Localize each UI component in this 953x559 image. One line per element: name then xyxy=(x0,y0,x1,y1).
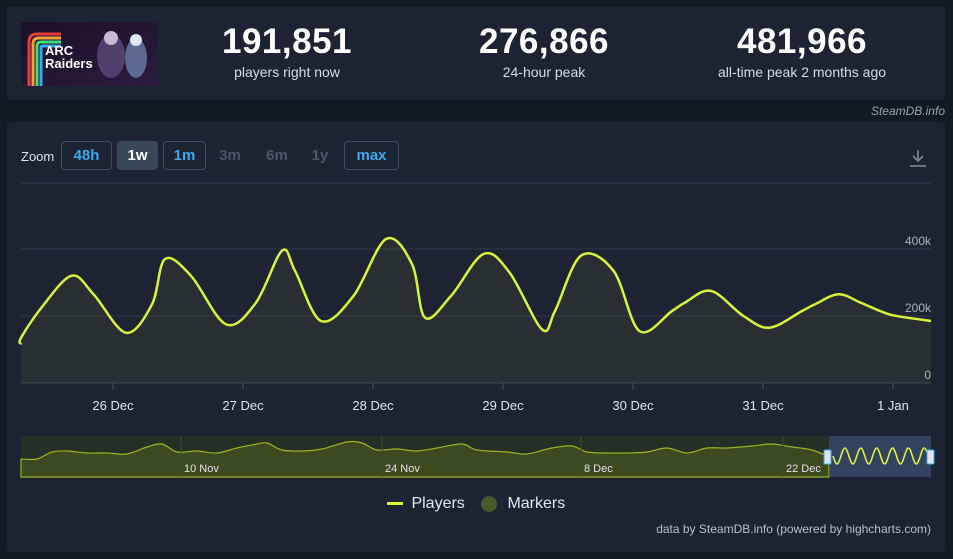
all-time-peak-value: 481,966 xyxy=(736,22,868,61)
x-tick-label: 1 Jan xyxy=(877,398,909,413)
zoom-1m-button[interactable]: 1m xyxy=(163,141,206,170)
navigator-right-handle[interactable] xyxy=(926,449,935,465)
x-tick-label: 26 Dec xyxy=(92,398,134,413)
navigator-tick-label: 10 Nov xyxy=(184,463,219,475)
y-tick-label: 200k xyxy=(905,301,932,315)
peak-24h-label: 24-hour peak xyxy=(502,64,586,80)
navigator-tick-label: 24 Nov xyxy=(385,463,420,475)
navigator-area xyxy=(20,440,830,478)
zoom-3m-button[interactable]: 3m xyxy=(219,147,241,164)
current-players-stat: 191,851 players right now xyxy=(167,22,407,80)
stats-panel: ARC Raiders 191,851 players right now 27… xyxy=(7,7,945,100)
players-line[interactable] xyxy=(18,236,932,346)
legend-players[interactable]: Players xyxy=(387,495,465,513)
zoom-6m-button[interactable]: 6m xyxy=(266,147,288,164)
peak-24h-value: 276,866 xyxy=(478,22,610,61)
navigator-left-handle[interactable] xyxy=(823,449,832,465)
game-logo-art xyxy=(21,22,158,86)
main-grid xyxy=(21,182,931,384)
x-tick-label: 31 Dec xyxy=(742,398,784,413)
navigator-tick-label: 8 Dec xyxy=(584,463,613,475)
x-tick-label: 27 Dec xyxy=(222,398,264,413)
players-area xyxy=(19,237,931,383)
current-players-label: players right now xyxy=(234,64,340,80)
x-tick-label: 29 Dec xyxy=(482,398,524,413)
legend-markers-label: Markers xyxy=(507,495,566,512)
line-marker-icon xyxy=(387,502,403,506)
zoom-max-button[interactable]: max xyxy=(344,141,399,170)
peak-24h-stat: 276,866 24-hour peak xyxy=(424,22,664,80)
zoom-1w-button[interactable]: 1w xyxy=(117,141,158,170)
zoom-1y-button[interactable]: 1y xyxy=(311,147,329,164)
circle-marker-icon xyxy=(481,495,497,512)
x-tick-label: 30 Dec xyxy=(612,398,654,413)
zoom-48h-button[interactable]: 48h xyxy=(61,141,112,170)
y-tick-label: 400k xyxy=(905,234,932,248)
legend-markers[interactable]: Markers xyxy=(481,495,565,513)
game-logo[interactable]: ARC Raiders xyxy=(21,22,158,86)
navigator-tick-label: 22 Dec xyxy=(786,463,821,475)
main-chart[interactable]: 0 200k 400k 26 Dec 27 Dec 28 Dec 29 Dec 30 Dec… xyxy=(7,172,945,417)
navigator-selected-line xyxy=(832,447,930,465)
x-tick-label: 28 Dec xyxy=(352,398,394,413)
current-players-value: 191,851 xyxy=(221,22,353,61)
all-time-peak-stat: 481,966 all-time peak 2 months ago xyxy=(682,22,922,80)
download-icon[interactable] xyxy=(908,148,928,168)
all-time-peak-label: all-time peak 2 months ago xyxy=(717,64,887,80)
game-logo-text: ARC Raiders xyxy=(45,43,93,71)
y-tick-label: 0 xyxy=(924,368,931,382)
legend-players-label: Players xyxy=(411,495,465,512)
navigator-chart[interactable]: 10 Nov 24 Nov 8 Dec 22 Dec xyxy=(7,432,945,482)
zoom-label: Zoom xyxy=(21,149,55,164)
chart-panel: Zoom 48h 1w 1m 3m 6m 1y max 0 200k 400k 26… xyxy=(7,122,945,552)
highcharts-credit[interactable]: data by SteamDB.info (powered by highcha… xyxy=(656,522,931,536)
steamdb-credit-top[interactable]: SteamDB.info xyxy=(870,104,945,118)
